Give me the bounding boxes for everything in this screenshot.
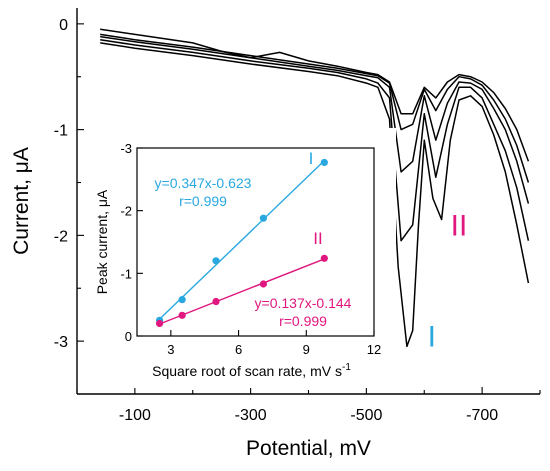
inset-x-tick-label: 9: [303, 342, 310, 357]
peak-annotation: II: [451, 209, 468, 242]
data-point-II: [178, 311, 186, 319]
series-line: [100, 38, 530, 242]
correlation-II: r=0.999: [279, 313, 327, 329]
data-point-II: [259, 280, 267, 288]
data-point-I: [178, 296, 186, 304]
x-tick-label: -300: [235, 407, 267, 424]
inset-frame: [136, 147, 375, 337]
main-chart: 0 -1 -2 -3 -100 -300 -500 -700 Potential, mV Curr…: [10, 8, 541, 460]
inset-x-tick-label: 3: [167, 342, 174, 357]
y-tick-label: -3: [54, 334, 68, 351]
fit-line-I: [159, 160, 325, 320]
series-label-I: I: [309, 149, 314, 168]
data-point-II: [155, 319, 164, 328]
x-tick-label: -100: [119, 407, 151, 424]
series-line: [100, 35, 530, 204]
inset-background: [89, 128, 396, 388]
inset-y-tick-label: 0: [125, 329, 132, 344]
data-point-II: [320, 254, 328, 262]
equation-II: y=0.137x-0.144: [255, 295, 352, 311]
inset-y-tick-label: -2: [120, 204, 132, 219]
equation-I: y=0.347x-0.623: [155, 175, 252, 191]
series-line: [100, 33, 530, 183]
series-line: [100, 42, 530, 348]
inset-y-axis-label: Peak current, μA: [94, 189, 110, 294]
inset-x-axis-label-superscript: -1: [342, 362, 351, 373]
y-axis-label: Current, μA: [10, 147, 33, 255]
inset-x-tick-label: 6: [235, 342, 242, 357]
inset-x-tick-label: 12: [367, 342, 381, 357]
fit-line-II: [159, 258, 325, 325]
data-point-I: [212, 257, 220, 265]
x-axis-label: Potential, mV: [246, 437, 371, 460]
series-label-II: II: [313, 229, 322, 248]
correlation-I: r=0.999: [179, 193, 227, 209]
data-point-I: [320, 158, 328, 167]
x-tick-label: -500: [350, 407, 382, 424]
y-tick-label: -1: [54, 123, 68, 140]
inset-x-axis-label: Square root of scan rate, mV s-1: [152, 362, 351, 379]
inset-chart: 3 6 9 12 0 -1 -2 -3 Square root of scan rate, mV…: [89, 128, 396, 388]
x-tick-label: -700: [466, 407, 498, 424]
data-point-II: [212, 297, 220, 306]
peak-annotation: I: [428, 320, 436, 353]
y-tick-label: 0: [59, 17, 68, 34]
inset-y-tick-label: -1: [120, 266, 132, 281]
y-tick-label: -2: [54, 228, 68, 245]
data-point-I: [259, 214, 267, 222]
inset-y-tick-label: -3: [120, 141, 132, 156]
